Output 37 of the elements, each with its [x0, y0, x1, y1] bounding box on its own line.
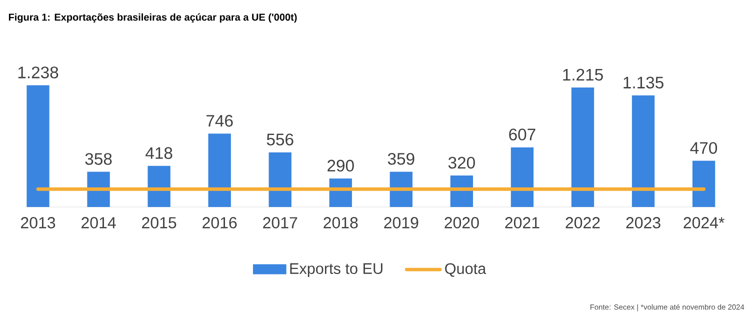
bar [148, 166, 170, 207]
data-label: 1.215 [563, 68, 603, 81]
bar [268, 152, 292, 207]
legend-label: Exports to EU [290, 263, 382, 278]
x-tick-label: 2015 [142, 217, 176, 228]
data-label: 1.135 [624, 76, 664, 88]
data-label: 607 [509, 128, 536, 140]
x-tick-label: 2018 [324, 217, 358, 228]
bar [632, 95, 655, 207]
bar [208, 134, 231, 207]
data-label: 556 [266, 134, 294, 146]
bar [510, 147, 534, 207]
x-tick-label: 2020 [444, 217, 479, 228]
x-tick-label: 2021 [505, 217, 540, 228]
chart-title: Figura 1: Exportações brasileiras de açúcar para a UE ('000t) [8, 13, 297, 23]
data-label: 746 [206, 114, 233, 127]
data-label: 418 [146, 147, 172, 159]
bar [692, 160, 716, 207]
data-label: 359 [388, 152, 414, 165]
x-tick-label: 2017 [263, 217, 298, 228]
x-tick-label: 2016 [202, 217, 237, 228]
data-label: 1.238 [18, 66, 58, 78]
bar [87, 172, 110, 207]
legend-label: Quota [445, 263, 486, 277]
data-label: 290 [328, 160, 354, 172]
x-tick-label: 2014 [82, 217, 116, 228]
x-tick-label: 2023 [626, 217, 660, 228]
data-label: 320 [448, 156, 475, 169]
data-label: 470 [690, 142, 718, 154]
bar [571, 88, 594, 207]
x-tick-label: 2024* [684, 217, 724, 228]
bar [26, 85, 50, 207]
data-label: 358 [85, 153, 112, 165]
x-tick-label: 2022 [566, 217, 600, 228]
bar [390, 172, 412, 207]
x-tick-label: 2013 [21, 217, 56, 228]
x-tick-label: 2019 [384, 217, 418, 228]
